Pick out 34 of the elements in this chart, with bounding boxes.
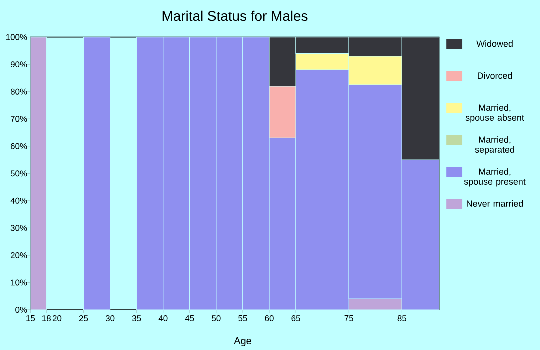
legend-label: Divorced	[478, 72, 512, 80]
legend-label: Married, spouse present	[464, 168, 526, 187]
y-tick-label: 40%	[10, 198, 28, 204]
x-tick-label: 50	[212, 316, 221, 322]
bar	[83, 37, 111, 310]
y-tick-label: 70%	[11, 116, 28, 122]
x-tick-label: 15	[26, 316, 36, 322]
y-tick-label: 30%	[10, 225, 28, 232]
legend-label: Never married	[467, 200, 524, 207]
y-tick-label: 90%	[10, 62, 28, 68]
legend-label: Married, separated	[475, 136, 514, 155]
x-tick-label: 65	[292, 316, 300, 322]
legend-label: Married, spouse absent	[466, 104, 524, 123]
x-tick-label: 85	[398, 316, 407, 322]
legend-label: Widowed	[476, 40, 513, 48]
x-tick-label: 40	[158, 316, 168, 322]
x-tick-label: 75	[344, 316, 354, 322]
x-tick-label: 20	[52, 316, 62, 322]
y-tick-label: 0%	[16, 307, 28, 313]
x-tick-label: 55	[238, 316, 248, 322]
chart-title: Marital Status for Males	[162, 10, 308, 22]
x-axis-title: Age	[234, 338, 252, 346]
y-tick-label: 10%	[11, 280, 28, 286]
x-tick-label: 18	[42, 316, 51, 322]
x-tick-label: 60	[265, 316, 274, 322]
y-tick-label: 50%	[10, 170, 28, 177]
x-tick-label: 35	[132, 316, 142, 322]
x-tick-label: 25	[79, 316, 88, 322]
y-tick-label: 20%	[10, 252, 28, 258]
x-tick-label: 30	[106, 316, 115, 322]
y-tick-label: 100%	[6, 34, 28, 40]
y-tick-label: 60%	[11, 143, 28, 150]
x-tick-label: 45	[185, 316, 194, 322]
y-tick-label: 80%	[10, 88, 28, 95]
